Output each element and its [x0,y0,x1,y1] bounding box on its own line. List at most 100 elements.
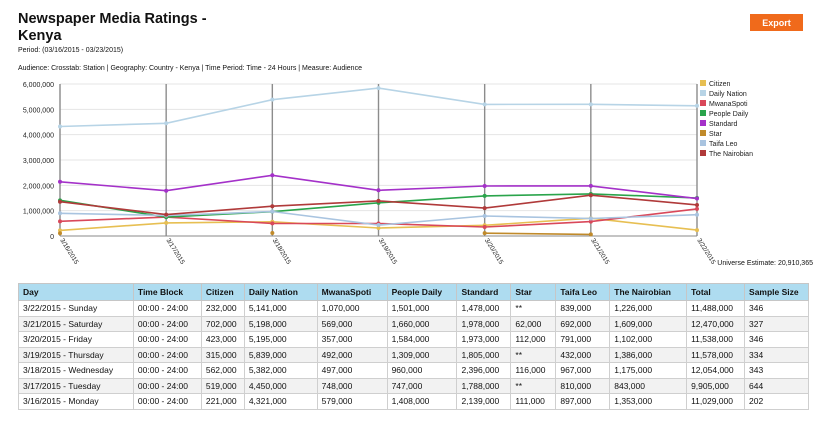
y-tick-label: 0 [50,234,54,241]
table-cell: 1,584,000 [386,331,458,348]
ratings-table: Day Time Block Citizen Daily Nation MwanaSpo… [18,283,809,410]
table-cell: 357,000 [316,331,388,348]
table-cell: 00:00 - 24:00 [132,331,202,348]
legend-entry: Daily Nation [709,91,747,98]
table-cell: 5,839,000 [243,346,318,363]
column-header: Daily Nation [243,283,318,301]
table-cell: 11,029,000 [686,393,746,410]
page-title: Newspaper Media Ratings - Kenya [18,11,207,44]
table-cell: 569,000 [316,315,388,332]
y-tick-label: 3,000,000 [23,158,54,165]
table-cell: 00:00 - 24:00 [132,315,202,332]
table-cell: 3/18/2015 - Wednesday [18,362,134,379]
column-header: People Daily [386,283,458,301]
data-point [376,226,381,231]
table-cell: 747,000 [386,377,458,394]
x-tick-label: 3/22/2015 [695,237,716,266]
data-point [376,86,381,91]
x-tick-label: 3/16/2015 [58,237,79,266]
table-cell: 748,000 [316,377,388,394]
table-cell: 4,450,000 [243,377,318,394]
table-cell: 562,000 [200,362,245,379]
x-tick-label: 3/19/2015 [377,237,398,266]
data-point [695,206,699,211]
data-point [695,103,699,108]
table-cell: 3/17/2015 - Tuesday [18,377,134,394]
table-cell: 00:00 - 24:00 [132,377,202,394]
legend-swatch [700,150,706,156]
table-cell: 1,226,000 [609,300,688,317]
period-label: Period: (03/16/2015 - 03/23/2015) [18,47,124,54]
table-cell: 1,408,000 [386,393,458,410]
legend-swatch [700,110,706,116]
ratings-table-container: Day Time Block Citizen Daily Nation MwanaSpo… [18,283,809,410]
legend-entry: The Nairobian [709,151,753,158]
x-tick-label: 3/20/2015 [483,237,504,266]
table-cell: 12,054,000 [686,362,746,379]
table-cell: 11,488,000 [686,300,746,317]
table-cell: 2,396,000 [456,362,512,379]
table-cell: 791,000 [555,331,611,348]
table-cell: 497,000 [316,362,388,379]
table-cell: 492,000 [316,346,388,363]
table-cell: 702,000 [200,315,245,332]
x-tick-label: 3/17/2015 [164,237,185,266]
table-cell: 897,000 [555,393,611,410]
data-point [695,228,699,233]
column-header: Star [510,283,557,301]
table-cell: 334 [744,346,809,363]
data-point [58,179,62,184]
data-point [482,224,487,229]
y-tick-label: 1,000,000 [23,209,54,216]
table-cell: 519,000 [200,377,245,394]
data-point [482,184,487,189]
legend-entry: Citizen [709,81,731,88]
legend-entry: Taifa Leo [709,141,738,148]
legend-swatch [700,140,706,146]
table-cell: 432,000 [555,346,611,363]
table-cell: 4,321,000 [243,393,318,410]
table-cell: 12,470,000 [686,315,746,332]
table-cell: ** [510,377,557,394]
table-cell: 1,309,000 [386,346,458,363]
data-point [376,188,381,193]
data-point [588,216,593,221]
data-point [482,193,487,198]
y-tick-label: 2,000,000 [23,183,54,190]
table-cell: 2,139,000 [456,393,512,410]
table-cell: 1,501,000 [386,300,458,317]
table-row: 3/22/2015 - Sunday 00:00 - 24:00 232,000 5,… [18,300,809,317]
table-cell: 9,905,000 [686,377,746,394]
table-cell: 5,195,000 [243,331,318,348]
column-header: The Nairobian [609,283,688,301]
table-cell: 644 [744,377,809,394]
export-button[interactable]: Export [750,14,803,31]
table-cell: 111,000 [510,393,557,410]
data-point [164,220,169,225]
column-header: Time Block [132,283,202,301]
data-point [482,206,487,211]
data-point [695,202,699,207]
table-cell: 5,198,000 [243,315,318,332]
table-cell: 1,353,000 [609,393,688,410]
data-point [588,183,593,188]
table-cell: 1,102,000 [609,331,688,348]
table-cell: 3/16/2015 - Monday [18,393,134,410]
data-point [695,196,699,201]
data-point [376,198,381,203]
table-cell: 692,000 [555,315,611,332]
data-point [270,231,275,236]
table-cell: ** [510,300,557,317]
audience-label: Audience: Crosstab: Station | Geography:… [18,65,362,72]
legend-swatch [700,80,706,86]
table-cell: 11,578,000 [686,346,746,363]
table-cell: 1,609,000 [609,315,688,332]
table-cell: 1,478,000 [456,300,512,317]
x-tick-label: 3/18/2015 [271,237,292,266]
column-header: Day [18,283,134,301]
universe-estimate: Universe Estimate: 20,910,365 [717,260,813,267]
data-point [58,199,62,204]
table-cell: 1,978,000 [456,315,512,332]
data-point [376,223,381,228]
table-cell: 232,000 [200,300,245,317]
